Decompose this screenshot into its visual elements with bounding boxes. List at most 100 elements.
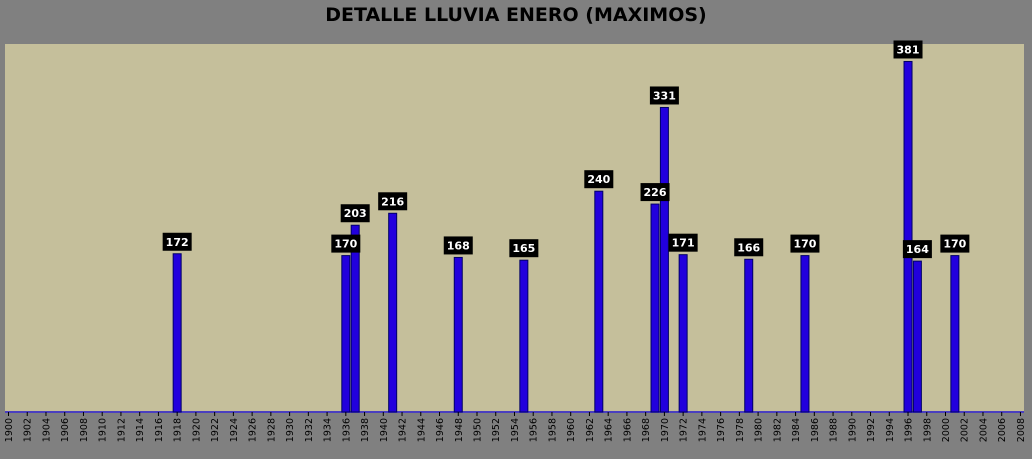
x-tick-label: 1938 bbox=[360, 418, 371, 442]
bar bbox=[341, 255, 351, 413]
bar bbox=[912, 260, 922, 413]
x-tick-label: 1990 bbox=[847, 418, 858, 442]
x-tick-label: 1954 bbox=[510, 418, 521, 442]
data-label: 226 bbox=[640, 183, 670, 202]
x-tick-label: 1974 bbox=[697, 418, 708, 442]
data-label: 203 bbox=[340, 204, 370, 223]
x-tick-label: 1994 bbox=[885, 418, 896, 442]
bar bbox=[800, 255, 810, 413]
bar bbox=[388, 212, 398, 413]
data-label-box bbox=[790, 234, 820, 253]
x-tick-label: 1946 bbox=[435, 418, 446, 442]
x-tick-label: 1934 bbox=[323, 418, 334, 442]
data-label-text: 170 bbox=[334, 238, 357, 251]
x-tick-label: 1960 bbox=[566, 418, 577, 442]
x-tick-label: 1918 bbox=[173, 418, 184, 442]
data-label-text: 168 bbox=[447, 239, 470, 252]
data-label-box bbox=[331, 234, 361, 253]
x-tick-label: 1920 bbox=[191, 418, 202, 442]
data-label-box bbox=[509, 239, 539, 258]
data-label: 172 bbox=[162, 232, 192, 251]
x-tick-label: 1924 bbox=[229, 418, 240, 442]
x-tick-label: 2000 bbox=[941, 418, 952, 442]
x-tick-label: 1932 bbox=[304, 418, 315, 442]
x-tick-label: 1956 bbox=[529, 418, 540, 442]
data-label-text: 331 bbox=[653, 89, 676, 102]
data-label-text: 381 bbox=[897, 43, 920, 56]
data-label-box bbox=[940, 234, 970, 253]
x-tick-label: 1958 bbox=[547, 418, 558, 442]
data-label-box bbox=[162, 232, 192, 251]
data-label-box bbox=[340, 204, 370, 223]
x-tick-label: 1936 bbox=[341, 418, 352, 442]
data-label-box bbox=[734, 238, 764, 257]
bar bbox=[950, 255, 960, 413]
data-label-text: 170 bbox=[793, 238, 816, 251]
x-tick-label: 1984 bbox=[791, 418, 802, 442]
data-label: 331 bbox=[649, 86, 679, 105]
chart-title: DETALLE LLUVIA ENERO (MAXIMOS) bbox=[325, 4, 707, 26]
data-label-box bbox=[378, 192, 408, 211]
x-tick-label: 1968 bbox=[641, 418, 652, 442]
data-label-text: 226 bbox=[644, 186, 667, 199]
x-tick-label: 1982 bbox=[772, 418, 783, 442]
bar bbox=[744, 258, 754, 413]
x-tick-label: 1998 bbox=[922, 418, 933, 442]
x-tick-label: 1908 bbox=[79, 418, 90, 442]
data-label-box bbox=[649, 86, 679, 105]
data-label-box bbox=[902, 240, 932, 259]
data-label-box bbox=[584, 170, 614, 189]
data-label: 166 bbox=[734, 238, 764, 257]
x-tick-label: 1980 bbox=[754, 418, 765, 442]
x-tick-label: 1948 bbox=[454, 418, 465, 442]
data-label-text: 166 bbox=[737, 241, 760, 254]
x-tick-label: 1992 bbox=[866, 418, 877, 442]
bar bbox=[172, 253, 182, 413]
x-tick-label: 1916 bbox=[154, 418, 165, 442]
bar bbox=[659, 106, 669, 413]
data-label: 165 bbox=[509, 239, 539, 258]
x-tick-label: 2006 bbox=[997, 418, 1008, 442]
data-label: 170 bbox=[940, 234, 970, 253]
bar bbox=[650, 203, 660, 413]
x-tick-label: 1928 bbox=[266, 418, 277, 442]
bar bbox=[350, 224, 360, 413]
bar bbox=[678, 254, 688, 413]
data-label: 170 bbox=[331, 234, 361, 253]
x-tick-label: 1940 bbox=[379, 418, 390, 442]
x-tick-label: 1922 bbox=[210, 418, 221, 442]
data-label-text: 165 bbox=[512, 242, 535, 255]
plot-area bbox=[5, 44, 1024, 412]
x-tick-label: 2008 bbox=[1016, 418, 1027, 442]
x-tick-label: 1970 bbox=[660, 418, 671, 442]
data-label-box bbox=[640, 183, 670, 202]
data-label: 171 bbox=[668, 233, 698, 252]
data-label-box bbox=[893, 40, 923, 59]
data-label: 164 bbox=[902, 240, 932, 259]
bar bbox=[594, 190, 604, 413]
data-label: 170 bbox=[790, 234, 820, 253]
data-label-text: 172 bbox=[166, 236, 189, 249]
x-tick-label: 1904 bbox=[41, 418, 52, 442]
x-tick-label: 1952 bbox=[491, 418, 502, 442]
x-tick-label: 1910 bbox=[98, 418, 109, 442]
x-tick-label: 1962 bbox=[585, 418, 596, 442]
x-tick-label: 1942 bbox=[398, 418, 409, 442]
data-label: 381 bbox=[893, 40, 923, 59]
data-label-box bbox=[443, 236, 473, 255]
bar bbox=[453, 256, 463, 413]
x-tick-label: 1926 bbox=[248, 418, 259, 442]
x-tick-label: 1966 bbox=[622, 418, 633, 442]
x-tick-label: 1900 bbox=[4, 418, 15, 442]
x-tick-label: 1976 bbox=[716, 418, 727, 442]
bar bbox=[903, 60, 913, 413]
x-tick-label: 1978 bbox=[735, 418, 746, 442]
x-tick-label: 1912 bbox=[116, 418, 127, 442]
x-tick-label: 1996 bbox=[904, 418, 915, 442]
x-tick-label: 1944 bbox=[416, 418, 427, 442]
x-tick-label: 2004 bbox=[978, 418, 989, 442]
data-label-text: 216 bbox=[381, 195, 404, 208]
data-label-text: 171 bbox=[672, 237, 695, 250]
